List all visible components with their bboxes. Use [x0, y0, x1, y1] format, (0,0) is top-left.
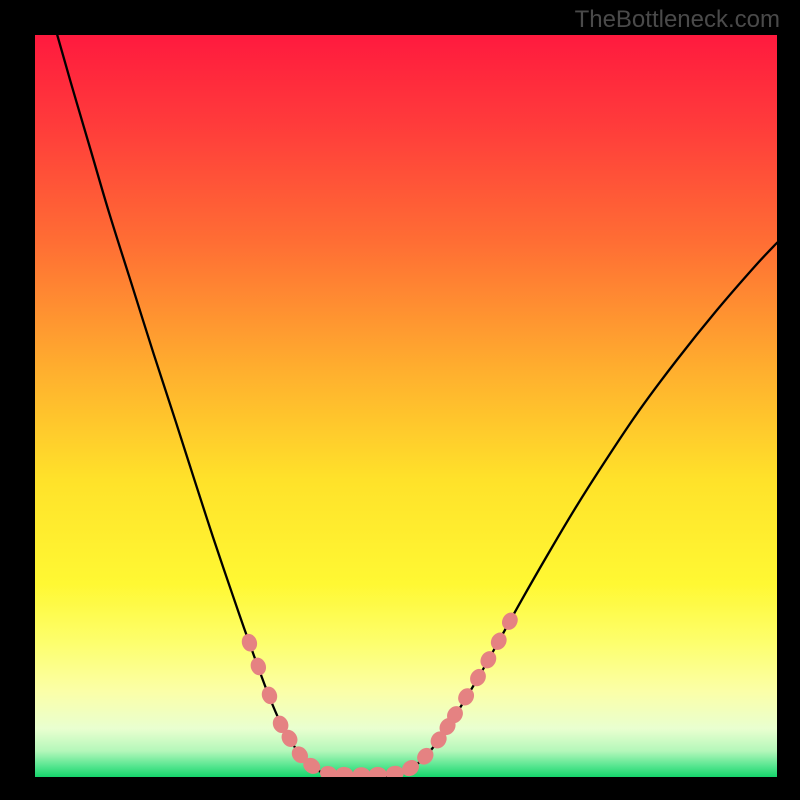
- chart-container: TheBottleneck.com: [0, 0, 800, 800]
- bottleneck-curve-chart: [35, 35, 777, 777]
- plot-background: [35, 35, 777, 777]
- attribution-watermark: TheBottleneck.com: [575, 6, 780, 34]
